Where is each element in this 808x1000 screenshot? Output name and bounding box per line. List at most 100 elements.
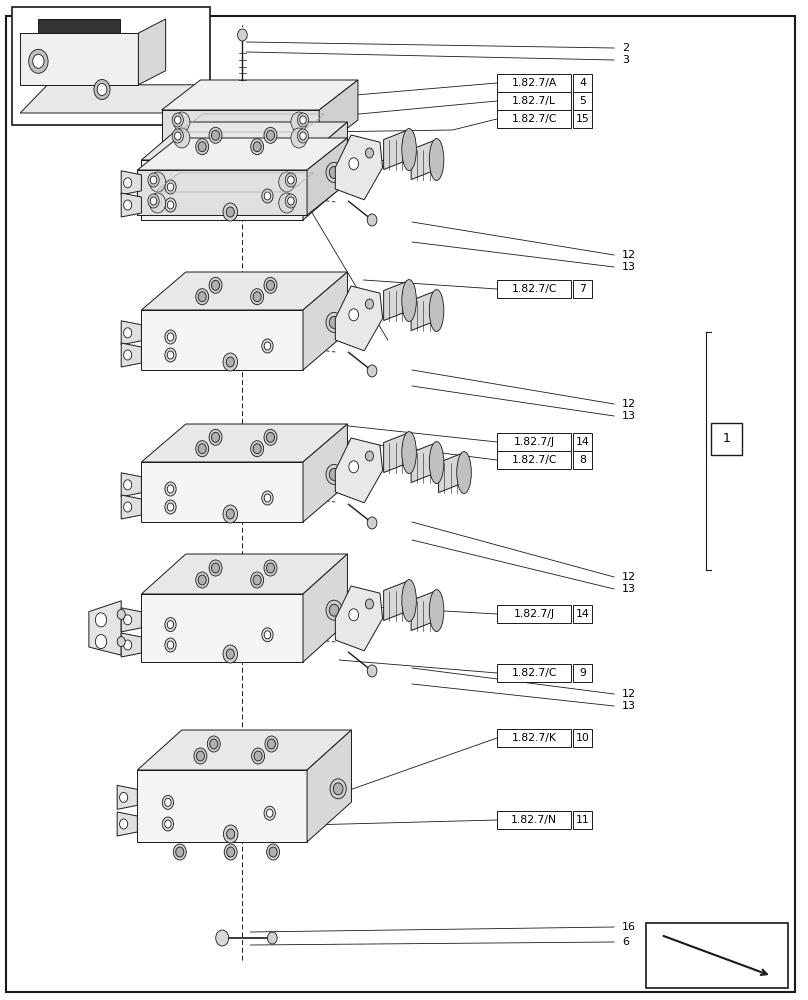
Circle shape — [165, 330, 176, 344]
Bar — [497, 729, 571, 747]
Bar — [573, 92, 592, 110]
Circle shape — [120, 819, 128, 829]
Circle shape — [253, 142, 261, 152]
Polygon shape — [137, 770, 307, 842]
Polygon shape — [411, 591, 436, 631]
Text: 7: 7 — [579, 284, 586, 294]
Circle shape — [149, 172, 166, 192]
Polygon shape — [121, 321, 141, 345]
Ellipse shape — [429, 590, 444, 632]
Circle shape — [172, 113, 183, 127]
Bar — [573, 729, 592, 747]
Bar — [497, 433, 571, 451]
Circle shape — [196, 441, 208, 457]
Circle shape — [225, 844, 238, 860]
Polygon shape — [141, 424, 347, 462]
Text: 11: 11 — [575, 815, 590, 825]
Text: 12: 12 — [622, 399, 636, 409]
Circle shape — [291, 128, 307, 148]
Circle shape — [300, 116, 306, 124]
Polygon shape — [137, 138, 347, 170]
Circle shape — [326, 162, 343, 182]
Circle shape — [124, 328, 132, 338]
Circle shape — [167, 621, 174, 629]
Circle shape — [162, 795, 174, 809]
Polygon shape — [20, 85, 202, 113]
Circle shape — [267, 932, 277, 944]
Circle shape — [297, 129, 309, 143]
Polygon shape — [307, 730, 351, 842]
Bar — [497, 74, 571, 92]
Polygon shape — [335, 286, 383, 351]
Polygon shape — [303, 424, 347, 522]
Circle shape — [367, 517, 377, 529]
Circle shape — [223, 353, 238, 371]
Circle shape — [254, 751, 262, 761]
Text: 10: 10 — [575, 733, 590, 743]
Circle shape — [172, 129, 183, 143]
Circle shape — [367, 665, 377, 677]
Circle shape — [264, 192, 271, 200]
Text: 1.82.7/J: 1.82.7/J — [514, 437, 554, 447]
Circle shape — [226, 357, 234, 367]
Circle shape — [149, 193, 166, 213]
Circle shape — [264, 429, 277, 445]
Circle shape — [264, 277, 277, 293]
Circle shape — [167, 351, 174, 359]
Circle shape — [253, 444, 261, 454]
Text: 12: 12 — [622, 689, 636, 699]
Circle shape — [124, 178, 132, 188]
Circle shape — [349, 158, 359, 170]
Circle shape — [269, 847, 277, 857]
Circle shape — [262, 189, 273, 203]
Circle shape — [367, 214, 377, 226]
Polygon shape — [384, 433, 409, 473]
Polygon shape — [121, 343, 141, 367]
Text: 1.82.7/C: 1.82.7/C — [511, 668, 557, 678]
Text: 3: 3 — [622, 55, 629, 65]
Circle shape — [330, 316, 339, 328]
Circle shape — [333, 783, 343, 795]
Text: 14: 14 — [575, 437, 590, 447]
Circle shape — [267, 739, 276, 749]
Circle shape — [212, 280, 220, 290]
Ellipse shape — [402, 280, 416, 322]
Polygon shape — [141, 272, 347, 310]
Circle shape — [165, 500, 176, 514]
Circle shape — [165, 348, 176, 362]
Polygon shape — [141, 122, 347, 160]
Polygon shape — [20, 33, 138, 85]
Text: 15: 15 — [575, 114, 590, 124]
Circle shape — [264, 342, 271, 350]
Bar — [497, 664, 571, 682]
Circle shape — [148, 194, 159, 208]
Polygon shape — [303, 272, 347, 370]
Circle shape — [349, 609, 359, 621]
Circle shape — [262, 339, 273, 353]
Circle shape — [330, 779, 346, 799]
Circle shape — [223, 203, 238, 221]
Text: 6: 6 — [622, 937, 629, 947]
Circle shape — [226, 649, 234, 659]
Polygon shape — [162, 80, 358, 110]
Text: 9: 9 — [579, 668, 586, 678]
Polygon shape — [384, 281, 409, 321]
Circle shape — [167, 641, 174, 649]
Text: 1.82.7/N: 1.82.7/N — [511, 815, 558, 825]
Circle shape — [262, 628, 273, 642]
Circle shape — [365, 299, 373, 309]
Circle shape — [330, 468, 339, 480]
Circle shape — [196, 572, 208, 588]
Circle shape — [196, 289, 208, 305]
Circle shape — [167, 201, 174, 209]
Circle shape — [174, 112, 190, 132]
Circle shape — [330, 166, 339, 178]
Polygon shape — [439, 453, 464, 493]
Circle shape — [267, 809, 273, 817]
Circle shape — [297, 113, 309, 127]
Polygon shape — [335, 438, 383, 503]
Circle shape — [165, 638, 176, 652]
Circle shape — [226, 829, 235, 839]
Polygon shape — [141, 160, 303, 220]
Circle shape — [267, 280, 275, 290]
